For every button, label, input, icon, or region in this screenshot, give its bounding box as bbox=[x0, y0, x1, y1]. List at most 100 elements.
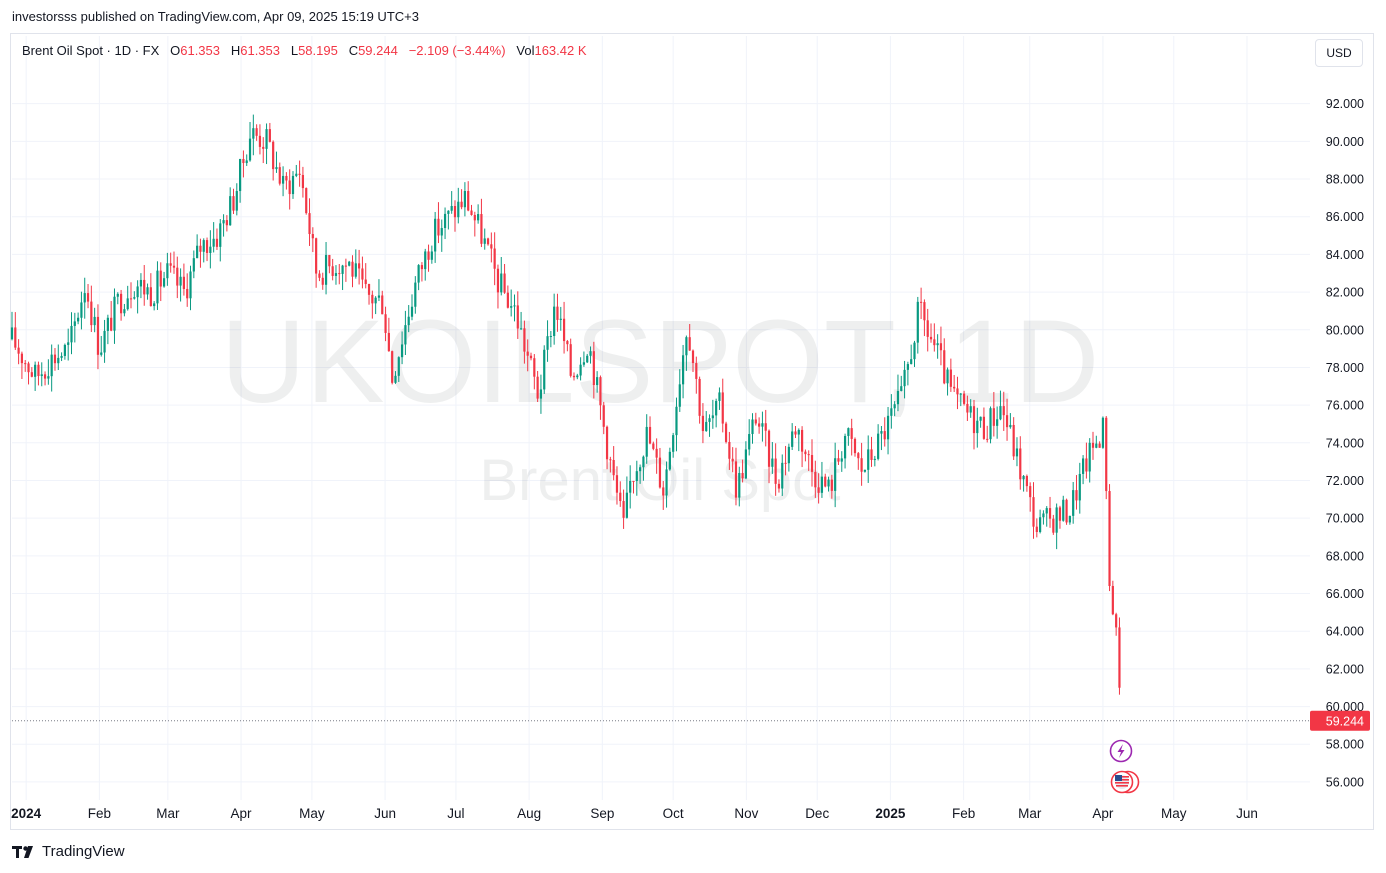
candle-body-128 bbox=[434, 218, 437, 252]
tradingview-logo[interactable]: TradingView bbox=[12, 843, 125, 860]
candle-body-194 bbox=[652, 443, 655, 449]
candle-body-324 bbox=[1081, 458, 1085, 474]
time-tick-label: Sep bbox=[590, 806, 614, 821]
candle-body-196 bbox=[658, 457, 662, 488]
candle-body-225 bbox=[754, 419, 757, 424]
candle-body-314 bbox=[1048, 508, 1052, 519]
candle-body-144 bbox=[486, 238, 490, 245]
candle-body-87 bbox=[298, 173, 301, 175]
chart-frame bbox=[10, 33, 1374, 830]
candle-body-118 bbox=[400, 344, 404, 358]
candle-body-218 bbox=[731, 458, 734, 462]
price-tick-label: 64.000 bbox=[1326, 625, 1364, 639]
candle-body-302 bbox=[1009, 424, 1012, 428]
candle-body-250 bbox=[837, 458, 840, 462]
candle-body-200 bbox=[672, 435, 675, 452]
time-tick-label: Aug bbox=[517, 806, 541, 821]
candle-body-151 bbox=[510, 306, 513, 308]
candle-body-321 bbox=[1072, 490, 1075, 516]
candle-body-208 bbox=[698, 378, 701, 416]
candle-body-294 bbox=[982, 416, 986, 439]
event-markers bbox=[1109, 739, 1140, 794]
candle-body-308 bbox=[1029, 486, 1032, 498]
candle-body-45 bbox=[159, 270, 162, 287]
candle-body-92 bbox=[315, 238, 318, 274]
candle-body-284 bbox=[949, 369, 952, 387]
candle-body-256 bbox=[857, 453, 860, 459]
candle-body-173 bbox=[582, 362, 586, 365]
legend-change: −2.109 (−3.44%) bbox=[408, 43, 506, 58]
candle-body-166 bbox=[559, 318, 562, 320]
candle-body-3 bbox=[20, 353, 24, 364]
candle-body-248 bbox=[830, 479, 833, 491]
legend-open-value: 61.353 bbox=[180, 43, 220, 58]
candle-body-246 bbox=[824, 476, 827, 487]
price-tick-label: 60.000 bbox=[1326, 700, 1364, 714]
candle-body-190 bbox=[639, 467, 642, 472]
price-tick-label: 82.000 bbox=[1326, 286, 1364, 300]
candle-body-299 bbox=[999, 406, 1002, 420]
candle-body-313 bbox=[1045, 508, 1048, 514]
candle-body-148 bbox=[500, 273, 503, 293]
candle-body-204 bbox=[685, 337, 688, 356]
legend-low-label: L bbox=[290, 43, 299, 58]
candle-body-111 bbox=[377, 295, 381, 298]
legend-symbol[interactable]: Brent Oil Spot · 1D · FX bbox=[22, 43, 160, 58]
candle-body-60 bbox=[209, 246, 212, 253]
candle-body-264 bbox=[883, 431, 886, 440]
candle-body-253 bbox=[847, 428, 850, 436]
candle-body-317 bbox=[1058, 507, 1062, 521]
candle-body-44 bbox=[156, 270, 159, 304]
candle-body-150 bbox=[506, 292, 509, 308]
time-tick-label: Feb bbox=[88, 806, 111, 821]
candle-body-42 bbox=[149, 287, 152, 307]
candle-body-5 bbox=[27, 363, 30, 373]
candle-body-52 bbox=[182, 276, 186, 289]
candle-body-33 bbox=[119, 293, 123, 314]
candle-body-311 bbox=[1039, 517, 1042, 532]
candle-body-161 bbox=[543, 349, 546, 390]
candle-body-191 bbox=[642, 456, 645, 468]
candle-body-231 bbox=[774, 458, 777, 484]
candle-body-109 bbox=[371, 294, 374, 304]
candle-body-30 bbox=[110, 317, 113, 331]
candle-body-309 bbox=[1032, 497, 1035, 527]
candle-body-35 bbox=[126, 298, 129, 310]
legend-close-label: C bbox=[348, 43, 359, 58]
candle-body-13 bbox=[53, 354, 57, 364]
currency-button[interactable]: USD bbox=[1315, 39, 1363, 67]
candle-body-39 bbox=[139, 279, 143, 287]
time-tick-label: Jun bbox=[374, 806, 396, 821]
candle-body-240 bbox=[804, 451, 807, 455]
candle-body-93 bbox=[318, 273, 321, 278]
candle-body-270 bbox=[903, 369, 906, 387]
time-tick-label: May bbox=[299, 806, 325, 821]
candle-body-16 bbox=[63, 344, 66, 356]
candle-body-298 bbox=[996, 419, 999, 426]
candle-body-57 bbox=[199, 245, 202, 252]
candle-body-107 bbox=[364, 279, 367, 284]
candle-body-81 bbox=[278, 167, 281, 184]
candle-body-8 bbox=[37, 364, 40, 377]
time-tick-label: Mar bbox=[1018, 806, 1042, 821]
candle-body-98 bbox=[334, 273, 338, 276]
candle-body-114 bbox=[387, 332, 390, 352]
candle-body-211 bbox=[708, 418, 711, 422]
candle-body-46 bbox=[162, 278, 166, 287]
time-tick-label: 2025 bbox=[875, 806, 906, 821]
candle-body-249 bbox=[834, 458, 837, 491]
candle-body-125 bbox=[424, 251, 427, 270]
candle-body-127 bbox=[430, 251, 433, 260]
candle-body-192 bbox=[645, 426, 648, 457]
candle-body-38 bbox=[136, 286, 139, 298]
candle-body-131 bbox=[443, 213, 447, 229]
price-tick-label: 74.000 bbox=[1326, 436, 1364, 450]
candle-body-129 bbox=[437, 218, 440, 236]
candle-body-69 bbox=[239, 158, 242, 192]
candle-body-243 bbox=[814, 471, 817, 488]
candle-body-326 bbox=[1088, 442, 1091, 472]
candle-body-237 bbox=[794, 431, 797, 435]
candle-body-43 bbox=[153, 303, 156, 307]
candle-body-292 bbox=[976, 420, 979, 434]
